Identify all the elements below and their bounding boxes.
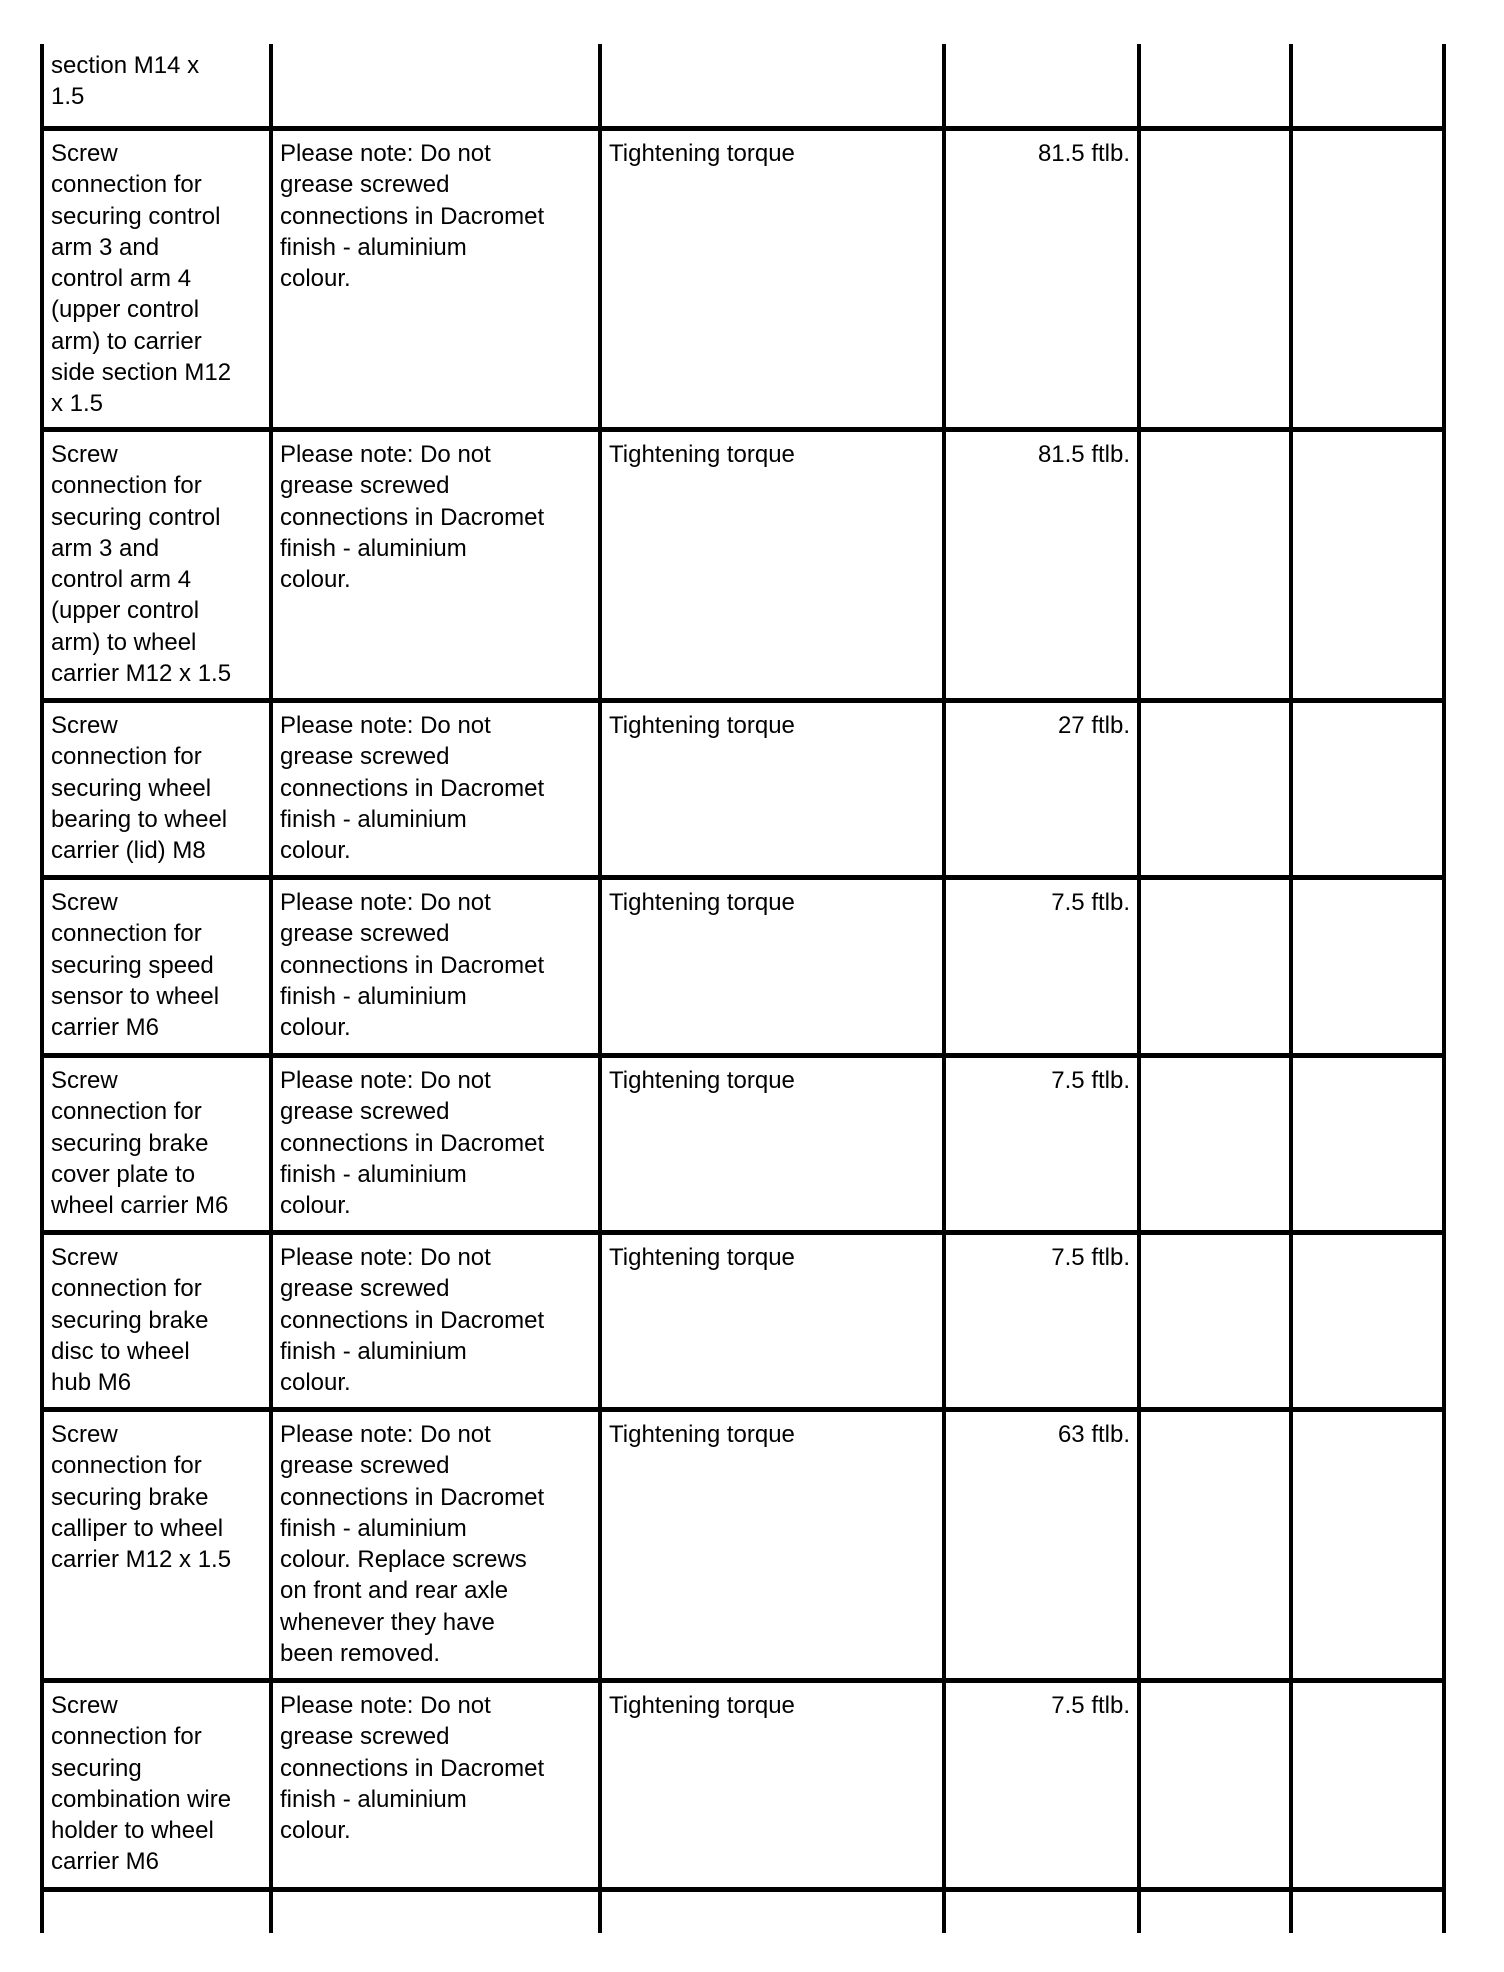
operation-cell: Tightening torque	[609, 441, 795, 468]
component-cell: Screw connection for securing speed sens…	[51, 889, 220, 1042]
row-divider	[40, 1887, 1446, 1892]
column-divider	[1442, 44, 1446, 1933]
component-cell: section M14 x 1.5	[51, 52, 200, 111]
note-cell: Please note: Do not grease screwed conne…	[280, 889, 545, 1042]
column-divider	[1289, 44, 1293, 1933]
note-cell: Please note: Do not grease screwed conne…	[280, 1244, 545, 1397]
column-divider	[269, 44, 273, 1933]
component-cell: Screw connection for securing brake disc…	[51, 1244, 209, 1397]
operation-cell: Tightening torque	[609, 1067, 795, 1094]
operation-cell: Tightening torque	[609, 889, 795, 916]
value-cell: 27 ftlb.	[1057, 712, 1130, 739]
component-cell: Screw connection for securing control ar…	[51, 140, 232, 418]
value-cell: 63 ftlb.	[1057, 1421, 1130, 1448]
note-cell: Please note: Do not grease screwed conne…	[280, 140, 545, 293]
row-divider	[40, 1678, 1446, 1683]
row-divider	[40, 698, 1446, 703]
operation-cell: Tightening torque	[609, 1421, 795, 1448]
component-cell: Screw connection for securing brake call…	[51, 1421, 232, 1574]
operation-cell: Tightening torque	[609, 1244, 795, 1271]
note-cell: Please note: Do not grease screwed conne…	[280, 1421, 545, 1668]
row-divider	[40, 1230, 1446, 1235]
value-cell: 7.5 ftlb.	[1051, 1692, 1130, 1719]
operation-cell: Tightening torque	[609, 1692, 795, 1719]
column-divider	[942, 44, 946, 1933]
row-divider	[40, 1407, 1446, 1412]
component-cell: Screw connection for securing brake cove…	[51, 1067, 229, 1220]
column-divider	[40, 44, 44, 1933]
component-cell: Screw connection for securing wheel bear…	[51, 712, 228, 865]
component-cell: Screw connection for securing control ar…	[51, 441, 232, 688]
row-divider	[40, 1053, 1446, 1058]
note-cell: Please note: Do not grease screwed conne…	[280, 1067, 545, 1220]
value-cell: 7.5 ftlb.	[1051, 1067, 1130, 1094]
value-cell: 7.5 ftlb.	[1051, 1244, 1130, 1271]
operation-cell: Tightening torque	[609, 712, 795, 739]
operation-cell: Tightening torque	[609, 140, 795, 167]
note-cell: Please note: Do not grease screwed conne…	[280, 712, 545, 865]
row-divider	[40, 126, 1446, 131]
component-cell: Screw connection for securing combinatio…	[51, 1692, 232, 1876]
column-divider	[1137, 44, 1141, 1933]
column-divider	[598, 44, 602, 1933]
row-divider	[40, 875, 1446, 880]
note-cell: Please note: Do not grease screwed conne…	[280, 441, 545, 594]
value-cell: 7.5 ftlb.	[1051, 889, 1130, 916]
value-cell: 81.5 ftlb.	[1037, 441, 1130, 468]
note-cell: Please note: Do not grease screwed conne…	[280, 1692, 545, 1845]
value-cell: 81.5 ftlb.	[1037, 140, 1130, 167]
row-divider	[40, 427, 1446, 432]
